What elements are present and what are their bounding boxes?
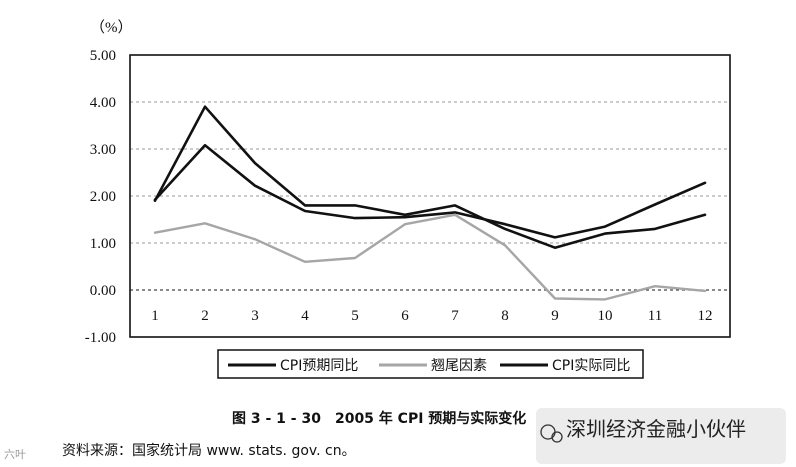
x-tick-label: 5 — [351, 308, 359, 324]
x-tick-label: 6 — [401, 308, 409, 324]
figure-caption: 图 3 - 1 - 30 2005 年 CPI 预期与实际变化 — [232, 410, 526, 427]
x-tick-label: 2 — [201, 308, 209, 324]
y-unit-label: （%） — [90, 19, 133, 36]
y-tick-label: 1.00 — [90, 236, 116, 252]
x-tick-label: 7 — [451, 308, 459, 324]
y-tick-label: 2.00 — [90, 189, 116, 205]
source-note: 资料来源：国家统计局 www. stats. gov. cn。 — [62, 442, 356, 459]
y-tick-label: 3.00 — [90, 142, 116, 158]
x-tick-label: 1 — [151, 308, 159, 324]
series-layer — [153, 105, 707, 301]
series-line-1 — [153, 143, 707, 239]
series-line-2 — [153, 213, 707, 301]
wechat-icon-bubble — [551, 431, 563, 443]
x-tick-label: 12 — [698, 308, 713, 324]
axis-layer: 5.004.003.002.001.000.00-1.001 2 3 4 5 6 7 8 9 10… — [85, 48, 731, 346]
y-tick-label: 4.00 — [90, 95, 116, 111]
x-tick-label: 10 — [598, 308, 613, 324]
y-tick-label: 0.00 — [90, 283, 116, 299]
x-tick-label: 4 — [301, 308, 309, 324]
watermark-backdrop — [536, 408, 786, 464]
watermark-text: 深圳经济金融小伙伴 — [566, 417, 746, 441]
y-tick-label: -1.00 — [85, 330, 116, 346]
legend-frame — [217, 349, 644, 379]
x-tick-label: 9 — [551, 308, 559, 324]
corner-mark: 六叶 — [4, 448, 26, 461]
grid-layer — [130, 101, 730, 291]
legend-label-actual: CPI实际同比 — [552, 358, 630, 374]
watermark: 深圳经济金融小伙伴 — [536, 408, 786, 464]
x-tick-label: 11 — [648, 308, 662, 324]
x-tick-label: 3 — [251, 308, 259, 324]
series-line-3 — [153, 105, 707, 249]
legend: CPI预期同比 翘尾因素 CPI实际同比 — [217, 349, 644, 379]
plot-frame — [129, 54, 731, 338]
x-tick-label: 8 — [501, 308, 509, 324]
y-tick-label: 5.00 — [90, 48, 116, 64]
legend-label-carryover: 翘尾因素 — [431, 358, 487, 374]
legend-label-expected: CPI预期同比 — [280, 358, 358, 374]
